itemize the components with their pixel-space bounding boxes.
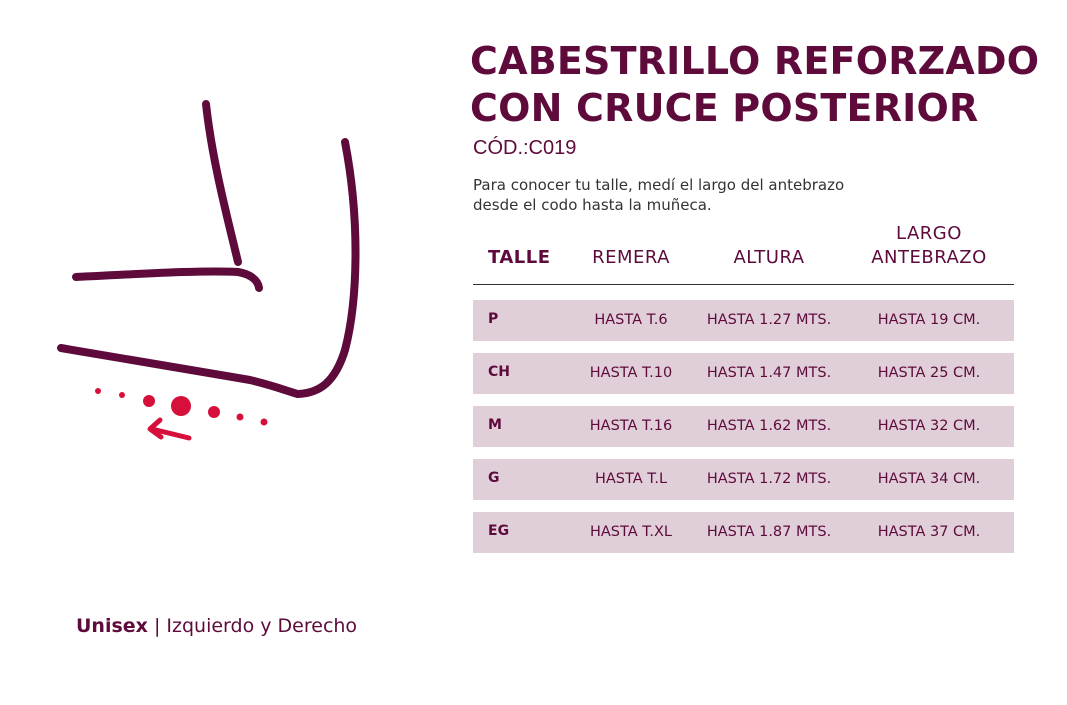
altura-cell: HASTA 1.87 MTS. (706, 524, 832, 540)
dot-large (171, 396, 191, 416)
fit-note-separator: | (147, 615, 167, 637)
size-cell: EG (488, 523, 510, 539)
arm-inner-line (72, 267, 263, 292)
product-code: CÓD.:C019 (473, 137, 577, 159)
dot-small-4 (260, 418, 268, 426)
fit-note-sides: Izquierdo y Derecho (166, 615, 358, 637)
elbow-measurement-icon (57, 100, 360, 441)
altura-cell: HASTA 1.72 MTS. (706, 471, 832, 487)
page-title: CABESTRILLO REFORZADO CON CRUCE POSTERIO… (470, 38, 1039, 132)
size-cell: P (488, 311, 499, 327)
fit-note: Unisex | Izquierdo y Derecho (76, 615, 357, 637)
header-largo-antebrazo: LARGO ANTEBRAZO (849, 222, 1009, 270)
instructions-line-1: Para conocer tu talle, medí el largo del… (473, 176, 845, 194)
altura-cell: HASTA 1.62 MTS. (706, 418, 832, 434)
remera-cell: HASTA T.L (594, 471, 668, 487)
header-remera: REMERA (592, 247, 670, 268)
size-table-header: TALLE REMERA ALTURA LARGO ANTEBRAZO (473, 218, 1014, 285)
dot-small-2 (119, 392, 125, 398)
arm-outer-line (294, 138, 360, 398)
dot-small-3 (236, 413, 244, 421)
largo-cell: HASTA 19 CM. (877, 312, 981, 328)
arm-upper-line (202, 100, 242, 266)
altura-cell: HASTA 1.47 MTS. (706, 365, 832, 381)
header-largo-line-1: LARGO (896, 223, 962, 244)
size-cell: G (488, 470, 500, 486)
title-line-1: CABESTRILLO REFORZADO (470, 39, 1040, 83)
title-line-2: CON CRUCE POSTERIOR (470, 86, 979, 130)
largo-cell: HASTA 34 CM. (877, 471, 981, 487)
largo-cell: HASTA 37 CM. (877, 524, 981, 540)
header-talle: TALLE (488, 247, 551, 268)
table-row: M HASTA T.16 HASTA 1.62 MTS. HASTA 32 CM… (473, 406, 1014, 447)
dot-medium-1 (143, 395, 155, 407)
header-altura: ALTURA (733, 247, 805, 268)
dot-small-1 (95, 388, 101, 394)
remera-cell: HASTA T.XL (589, 524, 673, 540)
sizing-instructions: Para conocer tu talle, medí el largo del… (473, 175, 973, 215)
header-largo-line-2: ANTEBRAZO (871, 247, 987, 268)
largo-cell: HASTA 25 CM. (877, 365, 981, 381)
size-cell: M (488, 417, 502, 433)
arrow-left-icon (147, 417, 192, 441)
fit-note-unisex: Unisex (76, 615, 148, 637)
size-cell: CH (488, 364, 510, 380)
dot-medium-2 (208, 406, 220, 418)
remera-cell: HASTA T.10 (589, 365, 673, 381)
altura-cell: HASTA 1.27 MTS. (706, 312, 832, 328)
table-row: EG HASTA T.XL HASTA 1.87 MTS. HASTA 37 C… (473, 512, 1014, 553)
table-row: P HASTA T.6 HASTA 1.27 MTS. HASTA 19 CM. (473, 300, 1014, 341)
remera-cell: HASTA T.6 (594, 312, 668, 328)
remera-cell: HASTA T.16 (589, 418, 673, 434)
table-row: CH HASTA T.10 HASTA 1.47 MTS. HASTA 25 C… (473, 353, 1014, 394)
forearm-bottom-line (57, 344, 302, 398)
table-row: G HASTA T.L HASTA 1.72 MTS. HASTA 34 CM. (473, 459, 1014, 500)
instructions-line-2: desde el codo hasta la muñeca. (473, 196, 712, 214)
largo-cell: HASTA 32 CM. (877, 418, 981, 434)
